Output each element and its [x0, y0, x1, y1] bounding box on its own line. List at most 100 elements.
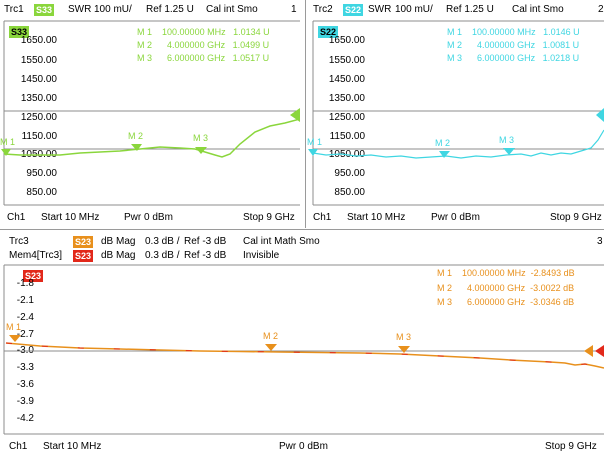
s33-badge[interactable]: S33	[9, 26, 30, 38]
y-label: -3.3	[16, 362, 34, 373]
marker-2-arrow	[265, 344, 277, 351]
scale-label[interactable]: 0.3 dB /	[145, 250, 180, 261]
s22-trace	[312, 129, 604, 159]
y-label: 950.00	[334, 168, 365, 179]
ref-label[interactable]: Ref 1.25 U	[446, 4, 494, 15]
footer-stop[interactable]: Stop 9 GHz	[550, 212, 602, 223]
footer-stop[interactable]: Stop 9 GHz	[545, 441, 597, 452]
marker-3-arrow	[398, 346, 410, 353]
y-label: 1650.00	[20, 35, 57, 46]
trace-marker-label: M 2	[263, 331, 278, 341]
memory-trace-name[interactable]: Mem4[Trc3]	[9, 250, 62, 261]
y-label: -2.4	[16, 312, 34, 323]
trace-marker-label: M 1	[307, 137, 322, 147]
trc3-diagram[interactable]: M 1 M 2 M 3	[0, 262, 604, 437]
ref-level-arrow[interactable]	[290, 108, 300, 122]
y-label: 1650.00	[328, 35, 365, 46]
marker-readout-3: M 3 6.000000 GHz 1.0218 U	[447, 53, 580, 63]
scale-label[interactable]: 0.3 dB /	[145, 236, 180, 247]
trace-name[interactable]: Trc3	[9, 236, 29, 247]
s23-trace	[5, 342, 604, 369]
invisible-flag: Invisible	[243, 250, 280, 261]
y-label: 850.00	[334, 187, 365, 198]
trace-marker-label: M 1	[6, 322, 21, 332]
marker-readout-2: M 2 4.000000 GHz 1.0081 U	[447, 40, 580, 50]
trace-marker-label: M 2	[128, 131, 143, 141]
trace-marker-label: M 1	[0, 137, 15, 147]
trace-marker-label: M 3	[499, 135, 514, 145]
y-label: 1150.00	[329, 131, 365, 142]
footer-ch: Ch1	[7, 212, 26, 223]
s23-tag[interactable]: S23	[73, 236, 94, 248]
trace-name[interactable]: Trc2	[313, 4, 333, 15]
ref-label[interactable]: Ref 1.25 U	[146, 4, 194, 15]
ref-label[interactable]: Ref -3 dB	[184, 250, 227, 261]
footer-pwr[interactable]: Pwr 0 dBm	[124, 212, 173, 223]
y-label: 1550.00	[20, 55, 57, 66]
marker-readout-1: M 1 100.00000 MHz 1.0134 U	[137, 27, 270, 37]
scale-label[interactable]: 100 mU/	[94, 4, 132, 15]
flags-label: Cal int Smo	[206, 4, 258, 15]
y-label: -2.7	[16, 329, 34, 340]
footer-start[interactable]: Start 10 MHz	[43, 441, 102, 452]
memory-ref-arrow[interactable]	[595, 345, 604, 357]
trace-name[interactable]: Trc1	[4, 4, 24, 15]
s23-memory-trace	[5, 342, 604, 369]
marker-readout-1: M 1 100.00000 MHz -2.8493 dB	[437, 268, 575, 278]
s23-mem-tag[interactable]: S23	[73, 250, 94, 262]
y-label: 1350.00	[328, 93, 365, 104]
marker-1-arrow	[9, 335, 21, 342]
y-label: 1450.00	[328, 74, 365, 85]
footer-ch: Ch1	[9, 441, 28, 452]
channel-number: 3	[597, 236, 603, 247]
channel-number: 1	[291, 4, 297, 15]
trc2-grid	[312, 20, 604, 206]
marker-readout-3: M 3 6.000000 GHz 1.0517 U	[137, 53, 270, 63]
scale-label[interactable]: 100 mU/	[395, 4, 433, 15]
ref-label[interactable]: Ref -3 dB	[184, 236, 227, 247]
footer-pwr[interactable]: Pwr 0 dBm	[431, 212, 480, 223]
ref-level-arrow[interactable]	[596, 108, 604, 122]
footer-stop[interactable]: Stop 9 GHz	[243, 212, 295, 223]
format-label[interactable]: SWR	[68, 4, 92, 15]
trc1-grid	[3, 20, 300, 206]
panel-divider	[305, 0, 306, 228]
marker-readout-2: M 2 4.000000 GHz 1.0499 U	[137, 40, 270, 50]
marker-1-arrow	[308, 149, 318, 156]
trc1-diagram[interactable]: M 1 M 2 M 3	[0, 0, 300, 230]
s22-badge[interactable]: S22	[318, 26, 339, 38]
s22-tag[interactable]: S22	[343, 4, 364, 16]
marker-readout-2: M 2 4.000000 GHz -3.0022 dB	[437, 283, 575, 293]
y-label: 1350.00	[20, 93, 57, 104]
footer-start[interactable]: Start 10 MHz	[41, 212, 100, 223]
marker-2-arrow	[439, 151, 450, 158]
panel-divider	[0, 229, 604, 230]
marker-3-arrow	[503, 148, 515, 155]
s33-tag[interactable]: S33	[34, 4, 55, 16]
y-label: 950.00	[26, 168, 57, 179]
y-label: 1150.00	[21, 131, 57, 142]
y-label: 1550.00	[328, 55, 365, 66]
marker-readout-3: M 3 6.000000 GHz -3.0346 dB	[437, 297, 575, 307]
format-label[interactable]: SWR	[368, 4, 392, 15]
footer-ch: Ch1	[313, 212, 332, 223]
trace-marker-label: M 3	[396, 332, 411, 342]
y-label: -1.8	[16, 278, 34, 289]
y-label: 1450.00	[20, 74, 57, 85]
y-label: -2.1	[16, 295, 34, 306]
marker-3-arrow	[195, 147, 207, 154]
ref-level-arrow[interactable]	[584, 345, 593, 357]
trc2-diagram[interactable]: M 1 M 2 M 3	[306, 0, 604, 230]
trc1-header: Trc1	[4, 4, 24, 15]
y-label: 1250.00	[328, 112, 365, 123]
s33-trace	[3, 118, 300, 158]
trace-marker-label: M 3	[193, 133, 208, 143]
footer-start[interactable]: Start 10 MHz	[347, 212, 406, 223]
footer-pwr[interactable]: Pwr 0 dBm	[279, 441, 328, 452]
flags-label: Cal int Smo	[512, 4, 564, 15]
format-label[interactable]: dB Mag	[101, 236, 136, 247]
format-label[interactable]: dB Mag	[101, 250, 136, 261]
trc3-grid	[3, 264, 604, 435]
marker-readout-1: M 1 100.00000 MHz 1.0146 U	[447, 27, 580, 37]
s23-badge[interactable]: S23	[23, 270, 44, 282]
